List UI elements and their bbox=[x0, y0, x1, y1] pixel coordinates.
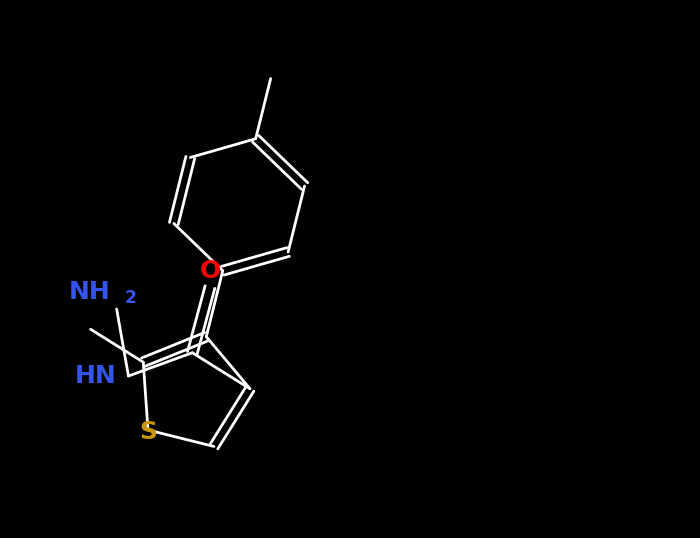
Text: NH: NH bbox=[69, 280, 111, 304]
Text: 2: 2 bbox=[125, 289, 136, 307]
Text: S: S bbox=[139, 420, 157, 444]
Text: HN: HN bbox=[75, 364, 116, 388]
Text: O: O bbox=[199, 259, 220, 283]
